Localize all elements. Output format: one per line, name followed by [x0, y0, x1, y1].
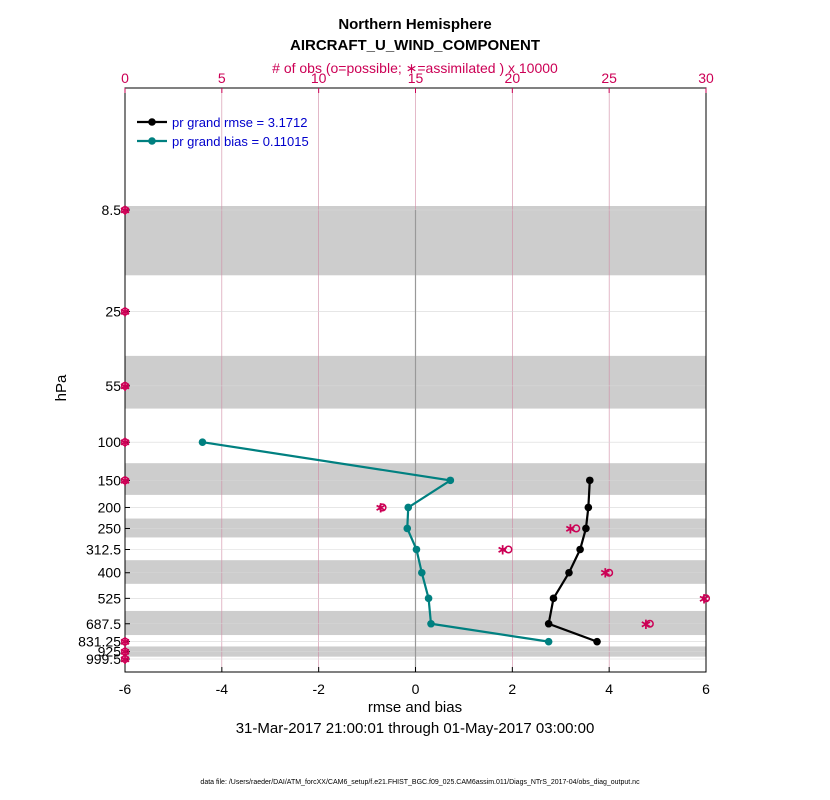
- obs-assimilated-marker: ∗: [119, 378, 132, 395]
- x-tick-label: 2: [508, 681, 516, 697]
- data-file-footer: data file: /Users/raeder/DAI/ATM_forcXX/…: [200, 779, 640, 786]
- bias-point: [446, 476, 455, 485]
- obs-possible-marker: [120, 381, 130, 390]
- obs-assimilated-marker: ∗: [698, 590, 711, 607]
- rmse-point: [586, 476, 594, 485]
- legend-marker: [148, 118, 156, 126]
- obs-possible-marker: [645, 619, 654, 628]
- y-tick-label: 25: [105, 304, 121, 320]
- obs-possible-marker: [120, 654, 130, 664]
- top-tick-label: 5: [218, 70, 226, 86]
- bias-point: [198, 438, 207, 446]
- y-tick-label: 400: [98, 565, 122, 581]
- rmse-point: [593, 637, 601, 646]
- obs-possible-marker: [120, 307, 130, 316]
- top-tick-label: 25: [601, 70, 617, 86]
- obs-possible-marker: [120, 438, 130, 447]
- obs-assimilated-marker: ∗: [119, 202, 132, 219]
- y-tick-label: 250: [98, 520, 122, 536]
- obs-possible-marker: [701, 594, 711, 603]
- y-tick-label: 687.5: [86, 616, 121, 632]
- x-tick-label: 0: [412, 681, 420, 697]
- y-tick-label: 8.5: [102, 202, 122, 218]
- grid-lines: [125, 88, 706, 672]
- x-axis-label: rmse and bias: [368, 699, 462, 716]
- date-range: 31-Mar-2017 21:00:01 through 01-May-2017…: [236, 720, 595, 737]
- y-tick-label: 525: [98, 590, 122, 606]
- rmse-point: [584, 503, 593, 512]
- top-tick-label: 10: [311, 70, 327, 86]
- rmse-point: [544, 619, 553, 628]
- obs-assimilated-marker: ∗: [119, 634, 132, 651]
- bias-point: [417, 568, 426, 577]
- legend-marker: [148, 137, 156, 145]
- legend-label: pr grand bias = 0.11015: [172, 134, 309, 149]
- bias-point: [427, 619, 435, 628]
- x-tick-label: 4: [605, 681, 613, 697]
- rmse-point: [565, 568, 573, 577]
- y-axis-label: hPa: [53, 374, 70, 401]
- obs-assimilated-marker: ∗: [599, 565, 612, 582]
- series-layer: [198, 438, 601, 646]
- y-tick-label: 55: [105, 378, 121, 394]
- obs-assimilated-marker: ∗: [119, 434, 132, 451]
- obs-assimilated-marker: ∗: [119, 304, 132, 321]
- y-tick-label: 925: [98, 644, 122, 660]
- chart-title: Northern Hemisphere: [338, 16, 491, 33]
- top-tick-label: 0: [121, 70, 129, 86]
- rmse-point: [549, 594, 558, 603]
- obs-assimilated-marker: ∗: [374, 499, 387, 516]
- top-axis-label: # of obs (o=possible; ∗=assimilated ) x …: [272, 60, 558, 76]
- x-tick-label: -6: [119, 681, 132, 697]
- obs-possible-marker: [572, 524, 581, 533]
- top-tick-label: 20: [505, 70, 521, 86]
- bias-point: [404, 503, 413, 512]
- obs-possible-marker: [378, 503, 387, 512]
- bias-point: [544, 637, 553, 646]
- x-tick-label: -2: [312, 681, 325, 697]
- y-tick-label: 312.5: [86, 541, 121, 557]
- y-tick-label: 999.5: [86, 651, 121, 667]
- obs-count-markers: ∗∗∗∗∗∗∗∗∗∗∗∗∗∗: [119, 202, 711, 668]
- top-tick-label: 15: [408, 70, 424, 86]
- rmse-point: [582, 524, 590, 533]
- legend-label: pr grand rmse = 3.1712: [172, 115, 308, 130]
- rmse-point: [576, 545, 584, 554]
- y-tick-label: 150: [98, 472, 122, 488]
- obs-assimilated-marker: ∗: [119, 472, 132, 489]
- x-tick-label: -4: [216, 681, 229, 697]
- obs-possible-marker: [120, 476, 130, 485]
- obs-assimilated-marker: ∗: [640, 616, 653, 633]
- y-tick-label: 100: [98, 434, 122, 450]
- y-tick-label: 200: [98, 499, 122, 515]
- x-tick-label: 6: [702, 681, 710, 697]
- top-tick-label: 30: [698, 70, 714, 86]
- obs-possible-marker: [120, 205, 130, 215]
- legend: pr grand rmse = 3.1712 pr grand bias = 0.…: [137, 115, 309, 149]
- axis-ticks: -6 -4 -2 0 2 4 6 0 5 10 15 20 25 30 8.5 25 55 100 150 200 25…: [78, 70, 714, 697]
- bias-point: [424, 594, 433, 603]
- chart-subtitle: AIRCRAFT_U_WIND_COMPONENT: [290, 37, 540, 54]
- bias-point: [412, 545, 421, 554]
- obs-possible-marker: [504, 545, 513, 554]
- obs-assimilated-marker: ∗: [119, 651, 132, 668]
- obs-assimilated-marker: ∗: [496, 541, 509, 558]
- y-tick-label: 831.25: [78, 634, 121, 650]
- obs-assimilated-marker: ∗: [564, 520, 577, 537]
- bias-point: [403, 524, 412, 533]
- obs-possible-marker: [120, 637, 130, 646]
- obs-possible-marker: [605, 568, 614, 577]
